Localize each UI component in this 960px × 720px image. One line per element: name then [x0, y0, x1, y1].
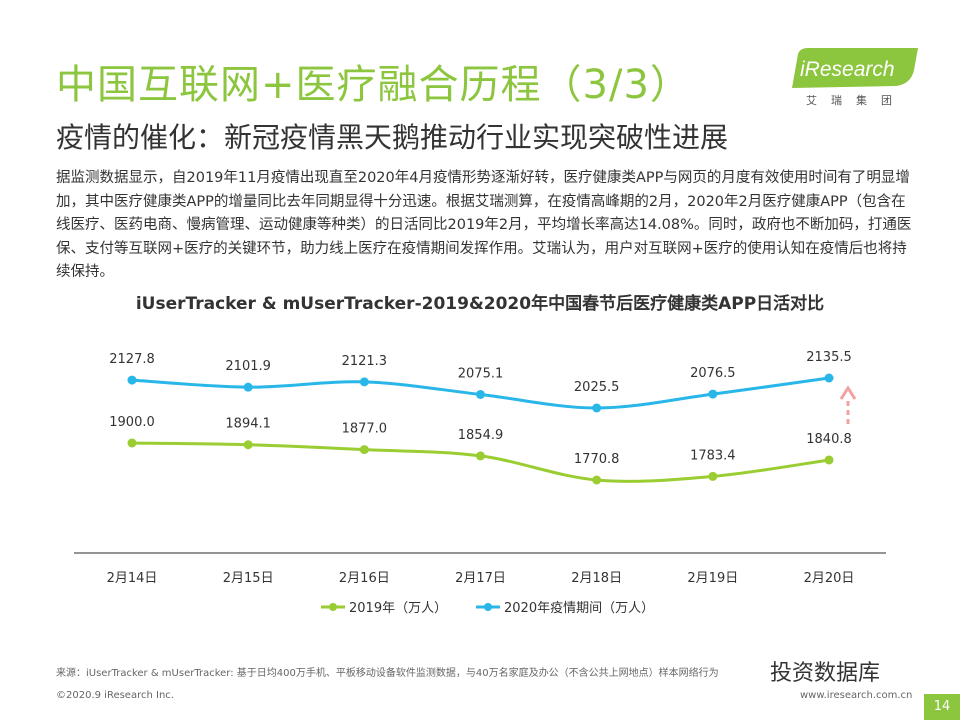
data-point — [592, 403, 602, 413]
data-point — [127, 375, 137, 385]
x-tick-label: 2月20日 — [804, 571, 855, 586]
data-point — [243, 440, 253, 450]
watermark-text: 投资数据库 — [770, 661, 881, 686]
x-tick-label: 2月17日 — [455, 571, 506, 586]
data-label: 2135.5 — [806, 350, 852, 365]
x-tick-label: 2月16日 — [339, 571, 390, 586]
page-number: 14 — [924, 694, 960, 720]
data-label: 2025.5 — [574, 380, 620, 395]
body-paragraph: 据监测数据显示，自2019年11月疫情出现直至2020年4月疫情形势逐渐好转，医… — [56, 170, 912, 280]
data-point — [708, 389, 718, 399]
page-subtitle: 疫情的催化：新冠疫情黑天鹅推动行业实现突破性进展 — [56, 121, 729, 154]
data-label: 1783.4 — [690, 448, 736, 463]
data-label: 1854.9 — [458, 428, 504, 443]
data-point — [476, 451, 485, 461]
data-label: 1894.1 — [225, 417, 271, 432]
data-point — [824, 455, 834, 465]
data-label: 2075.1 — [458, 366, 504, 381]
data-label: 1770.8 — [574, 452, 620, 467]
legend-label: 2019年（万人） — [349, 601, 447, 616]
page-title: 中国互联网+医疗融合历程（3/3） — [56, 62, 691, 108]
x-tick-label: 2月18日 — [571, 571, 622, 586]
data-label: 1900.0 — [109, 415, 155, 430]
footer-copyright: ©2020.9 iResearch Inc. — [56, 690, 174, 701]
footer-source: 来源：iUserTracker & mUserTracker: 基于日均400万… — [56, 668, 719, 679]
chart-title: iUserTracker & mUserTracker-2019&2020年中国… — [135, 294, 825, 314]
x-tick-label: 2月14日 — [107, 571, 158, 586]
growth-arrow-head — [839, 385, 857, 400]
data-point — [592, 475, 602, 485]
logo-leaf-shape — [792, 48, 918, 88]
footer-url: www.iresearch.com.cn — [800, 690, 913, 701]
data-point — [359, 445, 369, 455]
legend-marker — [329, 603, 337, 611]
x-tick-label: 2月19日 — [687, 571, 738, 586]
data-label: 2076.5 — [690, 366, 736, 381]
legend-marker — [484, 603, 492, 611]
data-label: 1877.0 — [342, 422, 388, 437]
data-label: 2121.3 — [342, 354, 388, 369]
data-point — [127, 438, 137, 448]
logo-text: iResearch — [800, 58, 895, 81]
logo-chinese-text: 艾瑞集团 — [806, 94, 906, 107]
iresearch-logo: iResearch 艾瑞集团 — [788, 48, 918, 108]
data-point — [243, 382, 253, 392]
x-tick-label: 2月15日 — [223, 571, 274, 586]
legend-label: 2020年疫情期间（万人） — [504, 600, 654, 616]
data-point — [824, 373, 834, 383]
data-point — [359, 377, 369, 387]
data-point — [476, 389, 485, 399]
data-point — [708, 471, 718, 481]
data-label: 2127.8 — [109, 352, 155, 367]
data-label: 2101.9 — [225, 359, 271, 374]
data-label: 1840.8 — [806, 432, 852, 447]
line-chart: 2月14日 2月15日 2月16日 2月17日 2月18日 2月19日 2月20日 1900.… — [74, 350, 886, 616]
